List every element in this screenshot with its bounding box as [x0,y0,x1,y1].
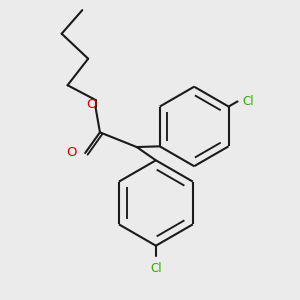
Text: Cl: Cl [150,262,162,275]
Text: O: O [87,98,97,111]
Text: O: O [67,146,77,159]
Text: Cl: Cl [242,95,254,108]
